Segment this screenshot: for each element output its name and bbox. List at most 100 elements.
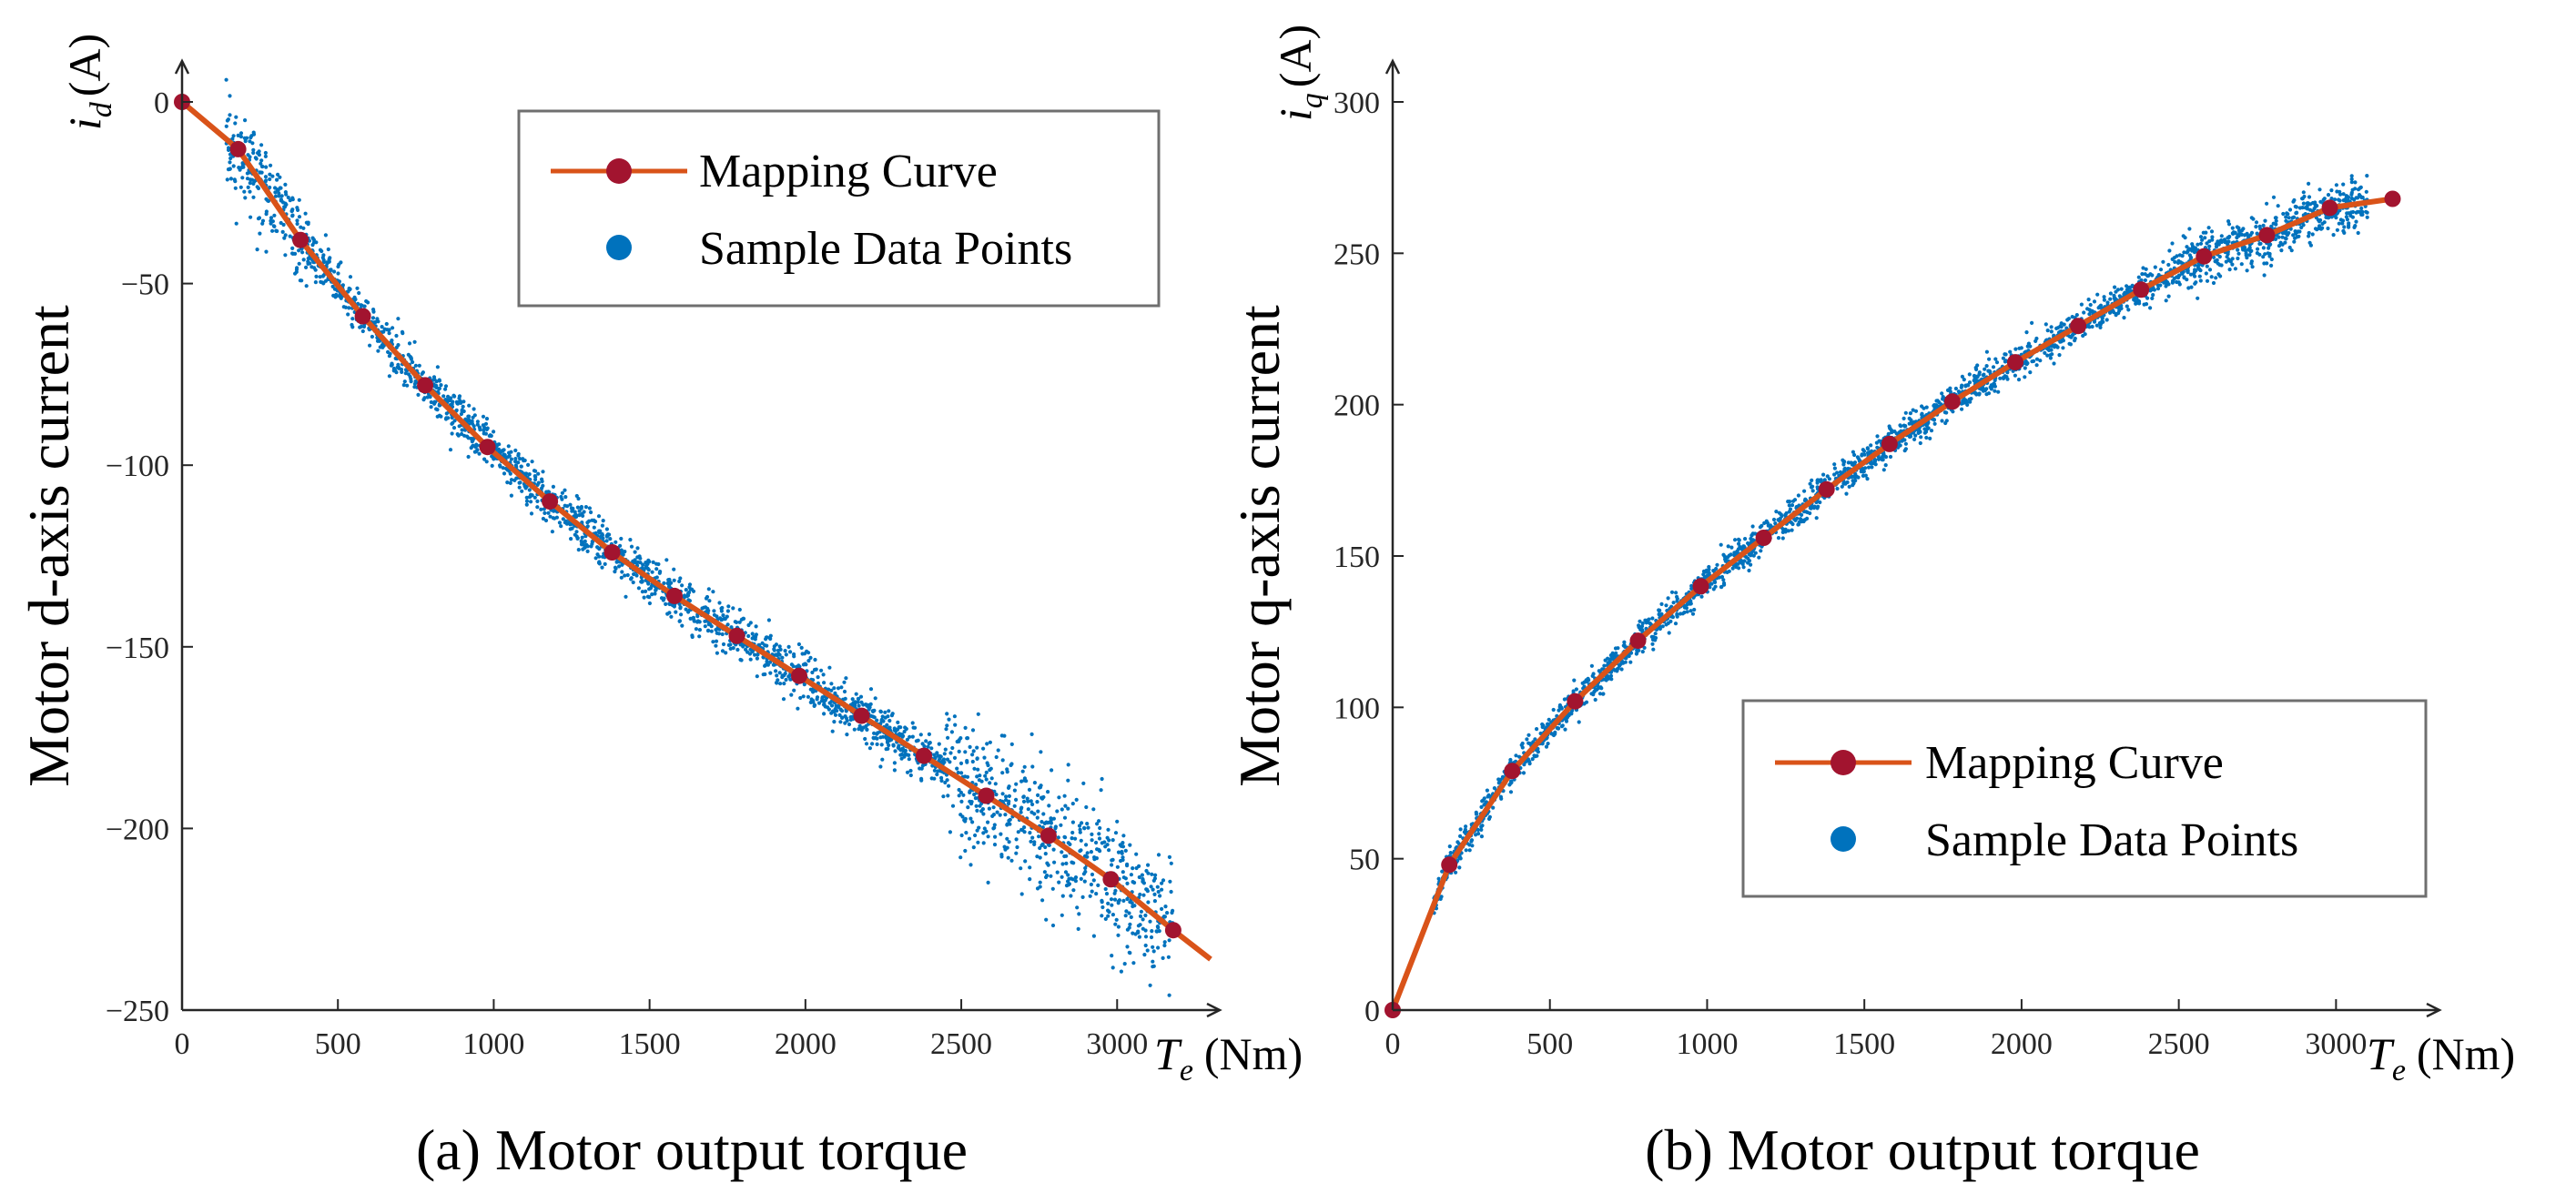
sample-point <box>295 221 299 227</box>
sample-point <box>2214 276 2218 280</box>
sample-point <box>1940 391 1944 396</box>
sample-point <box>857 703 861 708</box>
sample-point <box>1924 430 1929 434</box>
sample-point <box>263 150 268 156</box>
sample-point <box>1123 914 1128 918</box>
sample-point <box>705 606 710 611</box>
sample-point <box>735 647 740 652</box>
sample-point <box>1993 389 1997 393</box>
sample-point <box>311 240 317 245</box>
sample-point <box>2365 174 2369 178</box>
sample-point <box>313 280 318 285</box>
sample-point <box>1090 838 1094 843</box>
sample-point <box>251 132 257 136</box>
sample-point <box>1060 913 1064 917</box>
sample-point <box>1052 860 1057 864</box>
sample-point <box>1643 618 1648 622</box>
sample-point <box>1522 763 1526 767</box>
sample-point <box>306 220 310 225</box>
sample-point <box>1993 378 1997 383</box>
sample-point <box>1940 419 1944 423</box>
sample-point <box>592 518 596 523</box>
sample-point <box>1562 697 1567 702</box>
sample-point <box>2198 235 2204 239</box>
sample-point <box>838 720 843 724</box>
sample-point <box>1019 892 1024 896</box>
sample-point <box>999 854 1004 859</box>
sample-point <box>1592 689 1597 693</box>
sample-point <box>852 703 857 709</box>
sample-point <box>1803 497 1808 501</box>
sample-point <box>264 165 269 169</box>
sample-point <box>826 705 830 710</box>
sample-point <box>358 325 362 329</box>
sample-point <box>988 740 992 744</box>
sample-point <box>2177 253 2182 258</box>
sample-point <box>614 560 619 564</box>
sample-point <box>1741 544 1746 550</box>
sample-point <box>861 703 866 707</box>
sample-point <box>1469 839 1474 844</box>
sample-point <box>680 623 685 628</box>
sample-point <box>405 383 410 388</box>
sample-point <box>1051 847 1056 852</box>
sample-point <box>994 793 999 797</box>
sample-point <box>1675 596 1679 602</box>
sample-point <box>1559 724 1565 729</box>
sample-point <box>2218 274 2223 278</box>
sample-point <box>1043 852 1048 856</box>
sample-point <box>2292 239 2297 244</box>
sample-point <box>822 699 827 703</box>
sample-point <box>559 524 563 529</box>
sample-point <box>472 424 476 429</box>
sample-point <box>1078 849 1082 854</box>
sample-point <box>1832 462 1837 467</box>
mapping-curve-marker <box>603 544 621 561</box>
sample-point <box>1690 612 1696 616</box>
sample-point <box>968 799 972 804</box>
sample-point <box>497 450 502 454</box>
sample-point <box>279 220 283 226</box>
sample-point <box>464 434 470 439</box>
sample-point <box>259 158 264 163</box>
sample-point <box>1819 480 1823 484</box>
sample-point <box>2358 185 2363 189</box>
sample-point <box>2236 233 2240 238</box>
sample-point <box>478 428 482 432</box>
sample-point <box>1802 489 1807 493</box>
sample-point <box>1642 645 1647 651</box>
sample-point <box>783 672 787 676</box>
sample-point <box>2281 211 2286 217</box>
sample-point <box>396 317 401 321</box>
sample-point <box>243 196 248 200</box>
sample-point <box>1099 788 1103 793</box>
sample-point <box>957 749 961 754</box>
sample-point <box>2301 201 2306 206</box>
sample-point <box>1883 455 1889 460</box>
mapping-curve-line <box>180 99 1212 962</box>
sample-point <box>679 612 684 617</box>
sample-point <box>959 833 964 838</box>
sample-point <box>1036 809 1040 814</box>
sample-point <box>1032 840 1037 844</box>
sample-point <box>857 697 861 702</box>
sample-point <box>2179 270 2185 275</box>
sample-point <box>873 696 877 701</box>
sample-point <box>1535 753 1539 758</box>
sample-point <box>2327 215 2331 219</box>
sample-point <box>875 732 879 736</box>
sample-point <box>293 251 298 256</box>
sample-point <box>245 171 249 176</box>
sample-point <box>2044 322 2048 327</box>
sample-point <box>581 547 585 551</box>
sample-point <box>623 573 627 578</box>
sample-point <box>384 321 389 327</box>
sample-point <box>948 760 952 764</box>
sample-point <box>815 695 820 700</box>
sample-point <box>1749 533 1754 538</box>
sample-point <box>864 742 869 746</box>
sample-point <box>2300 206 2305 210</box>
sample-point <box>1743 537 1748 541</box>
sample-point <box>1019 866 1023 871</box>
